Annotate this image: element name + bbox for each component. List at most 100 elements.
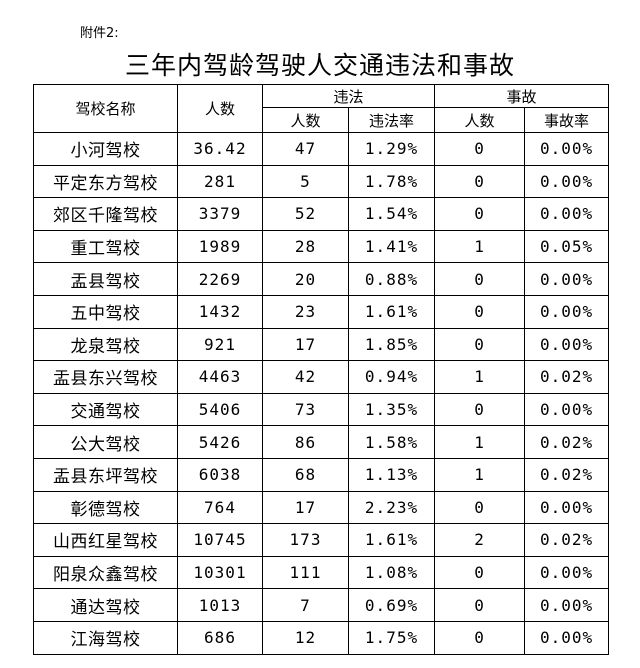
cell-accident-rate: 0.02% <box>524 360 610 394</box>
cell-violation-people: 73 <box>262 392 349 427</box>
cell-accident-people: 0 <box>434 490 526 525</box>
cell-violation-rate: 0.88% <box>347 262 436 296</box>
table-row: 江海驾校 686 12 1.75% 0 0.00% <box>33 620 610 655</box>
cell-violation-people: 23 <box>262 294 349 329</box>
cell-accident-rate: 0.02% <box>524 457 610 492</box>
cell-school-name: 彰德驾校 <box>33 490 178 525</box>
cell-accident-people: 0 <box>434 392 526 427</box>
table-row: 阳泉众鑫驾校 10301 111 1.08% 0 0.00% <box>33 555 610 590</box>
cell-school-name: 阳泉众鑫驾校 <box>33 555 178 590</box>
attachment-label: 附件2: <box>80 26 119 41</box>
cell-people: 36.42 <box>177 132 263 166</box>
cell-violation-people: 5 <box>262 164 349 199</box>
cell-violation-people: 111 <box>262 555 349 590</box>
cell-school-name: 五中驾校 <box>33 294 178 329</box>
cell-violation-rate: 1.54% <box>347 197 436 231</box>
cell-accident-people: 1 <box>434 425 526 459</box>
cell-school-name: 小河驾校 <box>33 132 178 166</box>
cell-people: 921 <box>177 327 263 362</box>
cell-accident-rate: 0.00% <box>524 164 610 199</box>
cell-accident-rate: 0.00% <box>524 294 610 329</box>
header-school-name: 驾校名称 <box>33 84 178 133</box>
table-row: 郊区千隆驾校 3379 52 1.54% 0 0.00% <box>33 197 610 231</box>
table-row: 盂县东兴驾校 4463 42 0.94% 1 0.02% <box>33 360 610 394</box>
cell-violation-people: 52 <box>262 197 349 231</box>
cell-accident-people: 0 <box>434 294 526 329</box>
cell-accident-people: 0 <box>434 620 526 655</box>
cell-violation-rate: 0.69% <box>347 588 436 622</box>
table-body: 小河驾校 36.42 47 1.29% 0 0.00% 平定东方驾校 281 5 1.78% 0 0.… <box>33 132 610 655</box>
table-row: 小河驾校 36.42 47 1.29% 0 0.00% <box>33 132 610 166</box>
cell-violation-rate: 1.58% <box>347 425 436 459</box>
cell-school-name: 盂县东坪驾校 <box>33 457 178 492</box>
cell-school-name: 公大驾校 <box>33 425 178 459</box>
header-people: 人数 <box>177 84 263 133</box>
cell-accident-people: 1 <box>434 457 526 492</box>
cell-violation-people: 173 <box>262 523 349 557</box>
cell-violation-rate: 1.41% <box>347 229 436 264</box>
header-violation-rate: 违法率 <box>347 107 436 133</box>
cell-accident-people: 1 <box>434 360 526 394</box>
cell-accident-rate: 0.00% <box>524 132 610 166</box>
cell-violation-rate: 1.13% <box>347 457 436 492</box>
cell-people: 1013 <box>177 588 263 622</box>
cell-school-name: 通达驾校 <box>33 588 178 622</box>
cell-people: 281 <box>177 164 263 199</box>
cell-people: 10745 <box>177 523 263 557</box>
cell-accident-rate: 0.00% <box>524 555 610 590</box>
cell-school-name: 龙泉驾校 <box>33 327 178 362</box>
cell-violation-rate: 1.61% <box>347 523 436 557</box>
cell-people: 4463 <box>177 360 263 394</box>
cell-accident-rate: 0.02% <box>524 425 610 459</box>
cell-violation-people: 12 <box>262 620 349 655</box>
cell-accident-rate: 0.00% <box>524 490 610 525</box>
cell-accident-people: 0 <box>434 197 526 231</box>
cell-accident-rate: 0.02% <box>524 523 610 557</box>
cell-violation-people: 17 <box>262 490 349 525</box>
cell-people: 764 <box>177 490 263 525</box>
table-row: 盂县东坪驾校 6038 68 1.13% 1 0.02% <box>33 457 610 492</box>
cell-accident-people: 0 <box>434 588 526 622</box>
cell-violation-people: 20 <box>262 262 349 296</box>
table-row: 盂县驾校 2269 20 0.88% 0 0.00% <box>33 262 610 296</box>
cell-accident-people: 0 <box>434 555 526 590</box>
cell-school-name: 江海驾校 <box>33 620 178 655</box>
cell-violation-rate: 1.78% <box>347 164 436 199</box>
cell-school-name: 郊区千隆驾校 <box>33 197 178 231</box>
cell-violation-people: 47 <box>262 132 349 166</box>
header-violation-group: 违法 <box>261 84 436 108</box>
table-row: 平定东方驾校 281 5 1.78% 0 0.00% <box>33 164 610 199</box>
cell-people: 2269 <box>177 262 263 296</box>
cell-school-name: 山西红星驾校 <box>33 523 178 557</box>
cell-school-name: 盂县东兴驾校 <box>33 360 178 394</box>
statistics-table: 驾校名称 人数 违法 事故 人数 违法率 人数 事故率 小河驾校 36.42 47 1… <box>33 84 610 655</box>
cell-accident-people: 1 <box>434 229 526 264</box>
header-row-top: 驾校名称 人数 违法 事故 <box>33 84 610 133</box>
cell-violation-people: 17 <box>262 327 349 362</box>
cell-violation-people: 28 <box>262 229 349 264</box>
cell-people: 5406 <box>177 392 263 427</box>
cell-school-name: 交通驾校 <box>33 392 178 427</box>
cell-school-name: 重工驾校 <box>33 229 178 264</box>
cell-accident-rate: 0.05% <box>524 229 610 264</box>
cell-accident-people: 0 <box>434 262 526 296</box>
cell-violation-people: 7 <box>262 588 349 622</box>
cell-accident-rate: 0.00% <box>524 620 610 655</box>
cell-people: 5426 <box>177 425 263 459</box>
table-row: 龙泉驾校 921 17 1.85% 0 0.00% <box>33 327 610 362</box>
cell-accident-rate: 0.00% <box>524 392 610 427</box>
table-header: 驾校名称 人数 违法 事故 人数 违法率 人数 事故率 <box>33 84 610 133</box>
cell-violation-rate: 2.23% <box>347 490 436 525</box>
cell-violation-rate: 1.35% <box>347 392 436 427</box>
cell-accident-people: 0 <box>434 327 526 362</box>
cell-accident-people: 0 <box>434 132 526 166</box>
table-row: 彰德驾校 764 17 2.23% 0 0.00% <box>33 490 610 525</box>
table-row: 通达驾校 1013 7 0.69% 0 0.00% <box>33 588 610 622</box>
cell-violation-people: 68 <box>262 457 349 492</box>
cell-people: 6038 <box>177 457 263 492</box>
header-violation-people: 人数 <box>262 107 349 133</box>
cell-violation-rate: 1.85% <box>347 327 436 362</box>
cell-people: 686 <box>177 620 263 655</box>
cell-accident-rate: 0.00% <box>524 262 610 296</box>
header-row-sub: 人数 违法率 人数 事故率 <box>34 107 610 133</box>
